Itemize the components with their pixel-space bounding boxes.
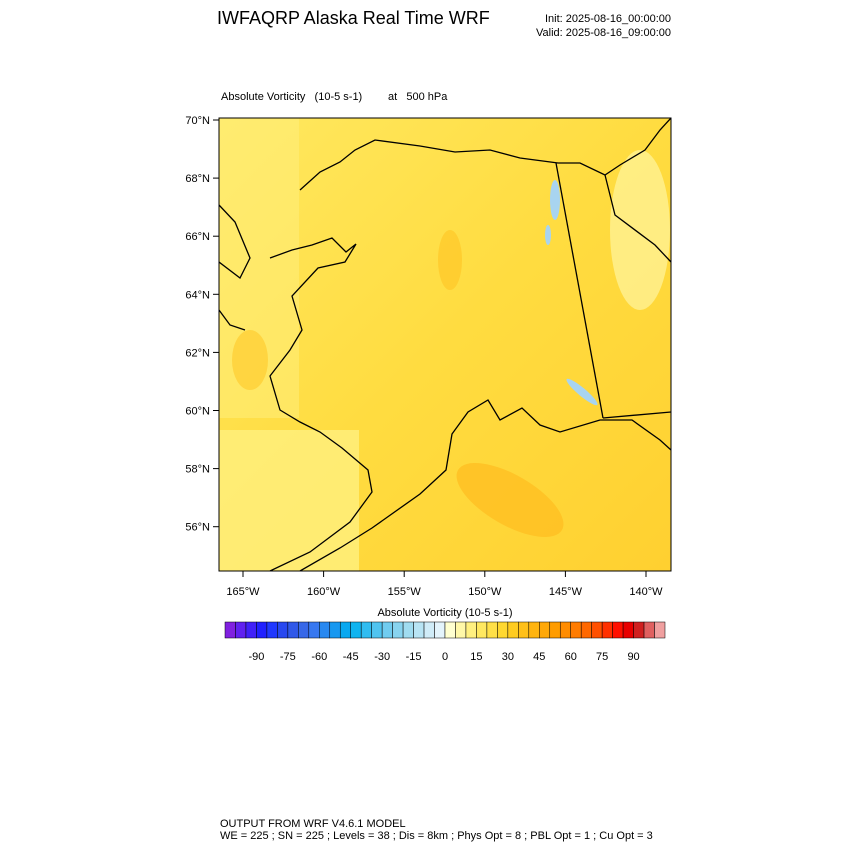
colorbar-box	[444, 621, 456, 639]
colorbar-box	[402, 621, 414, 639]
lon-label: 145°W	[549, 586, 583, 598]
colorbar-box	[392, 621, 404, 639]
title: IWFAQRP Alaska Real Time WRF	[217, 8, 490, 28]
colorbar-box	[339, 621, 351, 639]
colorbar-box	[539, 621, 551, 639]
lat-label: 64°N	[185, 289, 210, 301]
map-frame	[218, 117, 672, 572]
lon-label: 150°W	[468, 586, 502, 598]
colorbar-box	[455, 621, 467, 639]
colorbar-box	[622, 621, 634, 639]
colorbar-tick-label: 75	[596, 651, 608, 663]
colorbar-box	[329, 621, 341, 639]
colorbar-box	[298, 621, 310, 639]
colorbar-box	[633, 621, 645, 639]
colorbar-box	[549, 621, 561, 639]
init-time: Init: 2025-08-16_00:00:00	[545, 13, 671, 25]
colorbar-tick-label: 15	[470, 651, 482, 663]
colorbar-box	[591, 621, 603, 639]
colorbar-box	[465, 621, 477, 639]
colorbar-box	[319, 621, 331, 639]
colorbar-tick-label: 45	[533, 651, 545, 663]
colorbar-box	[654, 621, 666, 639]
colorbar-box	[224, 621, 236, 639]
colorbar-tick-label: -90	[248, 651, 264, 663]
colorbar-tick-label: -60	[311, 651, 327, 663]
colorbar-box	[612, 621, 624, 639]
colorbar-box	[245, 621, 257, 639]
colorbar-box	[371, 621, 383, 639]
colorbar-title: Absolute Vorticity (10-5 s-1)	[377, 607, 512, 619]
lon-label: 165°W	[226, 586, 260, 598]
colorbar-box	[350, 621, 362, 639]
lon-label: 160°W	[307, 586, 341, 598]
colorbar-box	[287, 621, 299, 639]
colorbar-box	[277, 621, 289, 639]
colorbar-box	[497, 621, 509, 639]
colorbar-box	[601, 621, 613, 639]
colorbar-tick-label: -30	[374, 651, 390, 663]
field-level: at 500 hPa	[388, 91, 448, 103]
colorbar-box	[643, 621, 655, 639]
footer-line: WE = 225 ; SN = 225 ; Levels = 38 ; Dis …	[220, 830, 653, 842]
lat-label: 60°N	[185, 406, 210, 418]
map-field	[219, 118, 671, 571]
footer-line: OUTPUT FROM WRF V4.6.1 MODEL	[220, 818, 406, 830]
colorbar-tick-label: 30	[502, 651, 514, 663]
lat-label: 68°N	[185, 173, 210, 185]
colorbar-tick-label: -75	[280, 651, 296, 663]
field-name: Absolute Vorticity (10-5 s-1)	[221, 91, 362, 103]
colorbar-box	[486, 621, 498, 639]
lat-label: 56°N	[185, 522, 210, 534]
lat-label: 66°N	[185, 231, 210, 243]
lat-label: 62°N	[185, 347, 210, 359]
colorbar-box	[423, 621, 435, 639]
colorbar-tick-label: 90	[627, 651, 639, 663]
colorbar-box	[518, 621, 530, 639]
lon-label: 140°W	[629, 586, 663, 598]
colorbar-box	[381, 621, 393, 639]
colorbar-box	[580, 621, 592, 639]
colorbar-box	[266, 621, 278, 639]
colorbar-tick-label: 60	[565, 651, 577, 663]
colorbar-box	[507, 621, 519, 639]
colorbar-box	[434, 621, 446, 639]
lon-label: 155°W	[388, 586, 422, 598]
colorbar-box	[235, 621, 247, 639]
colorbar-box	[413, 621, 425, 639]
colorbar-tick-label: -45	[343, 651, 359, 663]
colorbar-box	[360, 621, 372, 639]
colorbar-box	[256, 621, 268, 639]
colorbar-box	[559, 621, 571, 639]
colorbar-tick-label: -15	[406, 651, 422, 663]
colorbar-tick-label: 0	[442, 651, 448, 663]
colorbar-box	[528, 621, 540, 639]
lat-label: 58°N	[185, 464, 210, 476]
colorbar-box	[570, 621, 582, 639]
lat-label: 70°N	[185, 115, 210, 127]
valid-time: Valid: 2025-08-16_09:00:00	[536, 27, 671, 39]
colorbar-box	[308, 621, 320, 639]
colorbar-box	[476, 621, 488, 639]
